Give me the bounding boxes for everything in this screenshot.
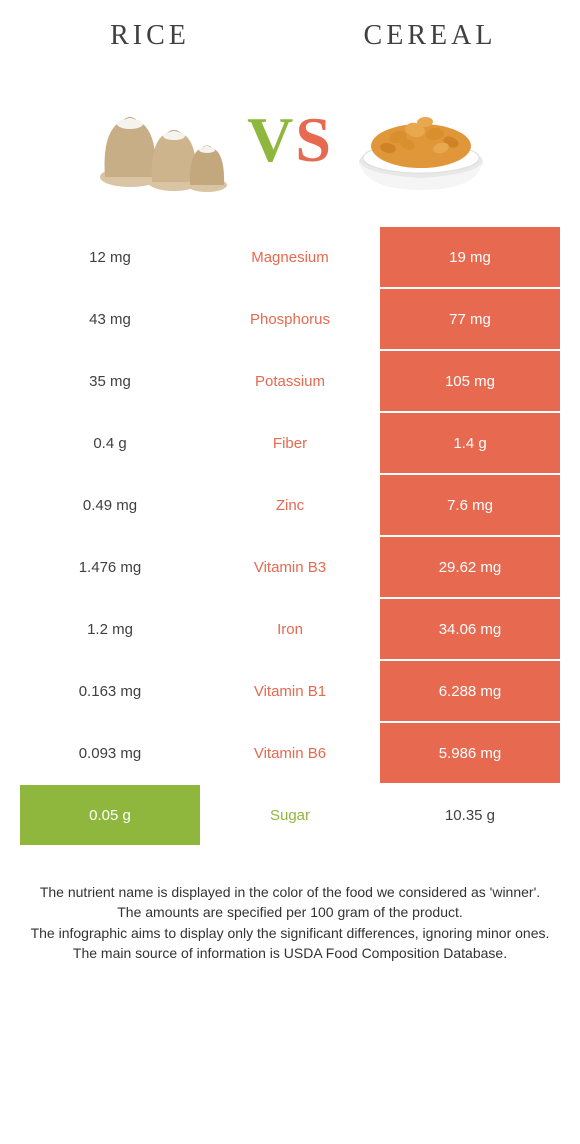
nutrient-label: Vitamin B3	[254, 559, 326, 576]
nutrient-label-cell: Vitamin B6	[200, 723, 380, 783]
right-value: 10.35 g	[445, 807, 495, 824]
left-value-cell: 0.05 g	[20, 785, 200, 845]
nutrient-label-cell: Magnesium	[200, 227, 380, 287]
right-value: 7.6 mg	[447, 497, 493, 514]
right-value: 1.4 g	[453, 435, 486, 452]
left-value-cell: 0.4 g	[20, 413, 200, 473]
left-value: 12 mg	[89, 249, 131, 266]
nutrient-label-cell: Iron	[200, 599, 380, 659]
table-row: 0.093 mg Vitamin B6 5.986 mg	[20, 723, 560, 785]
left-value: 43 mg	[89, 311, 131, 328]
right-value-cell: 1.4 g	[380, 413, 560, 473]
right-value-cell: 6.288 mg	[380, 661, 560, 721]
right-value-cell: 5.986 mg	[380, 723, 560, 783]
vs-letter-s: S	[295, 104, 333, 175]
left-value: 0.49 mg	[83, 497, 137, 514]
right-value-cell: 29.62 mg	[380, 537, 560, 597]
right-value: 6.288 mg	[439, 683, 502, 700]
left-value-cell: 1.2 mg	[20, 599, 200, 659]
nutrient-label: Magnesium	[251, 249, 329, 266]
nutrient-label-cell: Vitamin B3	[200, 537, 380, 597]
table-row: 0.05 g Sugar 10.35 g	[20, 785, 560, 847]
header-titles: RICE CEREAL	[0, 0, 580, 62]
table-row: 0.49 mg Zinc 7.6 mg	[20, 475, 560, 537]
table-row: 0.163 mg Vitamin B1 6.288 mg	[20, 661, 560, 723]
nutrient-label-cell: Potassium	[200, 351, 380, 411]
left-value: 0.093 mg	[79, 745, 142, 762]
image-vs-row: VS	[0, 62, 580, 227]
right-value: 34.06 mg	[439, 621, 502, 638]
nutrient-label: Vitamin B1	[254, 683, 326, 700]
right-food-title: CEREAL	[290, 20, 570, 52]
caption-line: The main source of information is USDA F…	[28, 943, 552, 963]
left-value-cell: 35 mg	[20, 351, 200, 411]
left-value-cell: 0.093 mg	[20, 723, 200, 783]
caption-line: The nutrient name is displayed in the co…	[28, 882, 552, 902]
cereal-image	[343, 82, 498, 197]
vs-label: VS	[247, 108, 333, 172]
left-value-cell: 12 mg	[20, 227, 200, 287]
left-value: 0.4 g	[93, 435, 126, 452]
left-value-cell: 1.476 mg	[20, 537, 200, 597]
nutrient-label: Iron	[277, 621, 303, 638]
nutrient-label-cell: Zinc	[200, 475, 380, 535]
nutrient-label: Fiber	[273, 435, 307, 452]
nutrient-label: Vitamin B6	[254, 745, 326, 762]
left-food-title: RICE	[10, 20, 290, 52]
right-value: 29.62 mg	[439, 559, 502, 576]
table-row: 12 mg Magnesium 19 mg	[20, 227, 560, 289]
caption-block: The nutrient name is displayed in the co…	[28, 882, 552, 963]
table-row: 1.476 mg Vitamin B3 29.62 mg	[20, 537, 560, 599]
table-row: 43 mg Phosphorus 77 mg	[20, 289, 560, 351]
left-value-cell: 0.163 mg	[20, 661, 200, 721]
table-row: 0.4 g Fiber 1.4 g	[20, 413, 560, 475]
right-value-cell: 105 mg	[380, 351, 560, 411]
right-value-cell: 77 mg	[380, 289, 560, 349]
nutrient-label-cell: Vitamin B1	[200, 661, 380, 721]
nutrient-label-cell: Fiber	[200, 413, 380, 473]
right-value: 77 mg	[449, 311, 491, 328]
nutrient-label-cell: Sugar	[200, 785, 380, 845]
left-value: 35 mg	[89, 373, 131, 390]
nutrition-table: 12 mg Magnesium 19 mg 43 mg Phosphorus 77 mg 3…	[20, 227, 560, 847]
left-value-cell: 0.49 mg	[20, 475, 200, 535]
rice-image	[82, 82, 237, 197]
right-value-cell: 10.35 g	[380, 785, 560, 845]
nutrient-label: Sugar	[270, 807, 310, 824]
left-value: 1.2 mg	[87, 621, 133, 638]
right-value: 19 mg	[449, 249, 491, 266]
nutrient-label: Phosphorus	[250, 311, 330, 328]
right-value-cell: 19 mg	[380, 227, 560, 287]
left-value: 0.05 g	[89, 807, 131, 824]
left-value-cell: 43 mg	[20, 289, 200, 349]
left-value: 0.163 mg	[79, 683, 142, 700]
nutrient-label: Potassium	[255, 373, 325, 390]
caption-line: The amounts are specified per 100 gram o…	[28, 902, 552, 922]
right-value: 5.986 mg	[439, 745, 502, 762]
table-row: 35 mg Potassium 105 mg	[20, 351, 560, 413]
right-value-cell: 7.6 mg	[380, 475, 560, 535]
nutrient-label-cell: Phosphorus	[200, 289, 380, 349]
right-value: 105 mg	[445, 373, 495, 390]
caption-line: The infographic aims to display only the…	[28, 923, 552, 943]
left-value: 1.476 mg	[79, 559, 142, 576]
table-row: 1.2 mg Iron 34.06 mg	[20, 599, 560, 661]
right-value-cell: 34.06 mg	[380, 599, 560, 659]
nutrient-label: Zinc	[276, 497, 304, 514]
vs-letter-v: V	[247, 104, 295, 175]
